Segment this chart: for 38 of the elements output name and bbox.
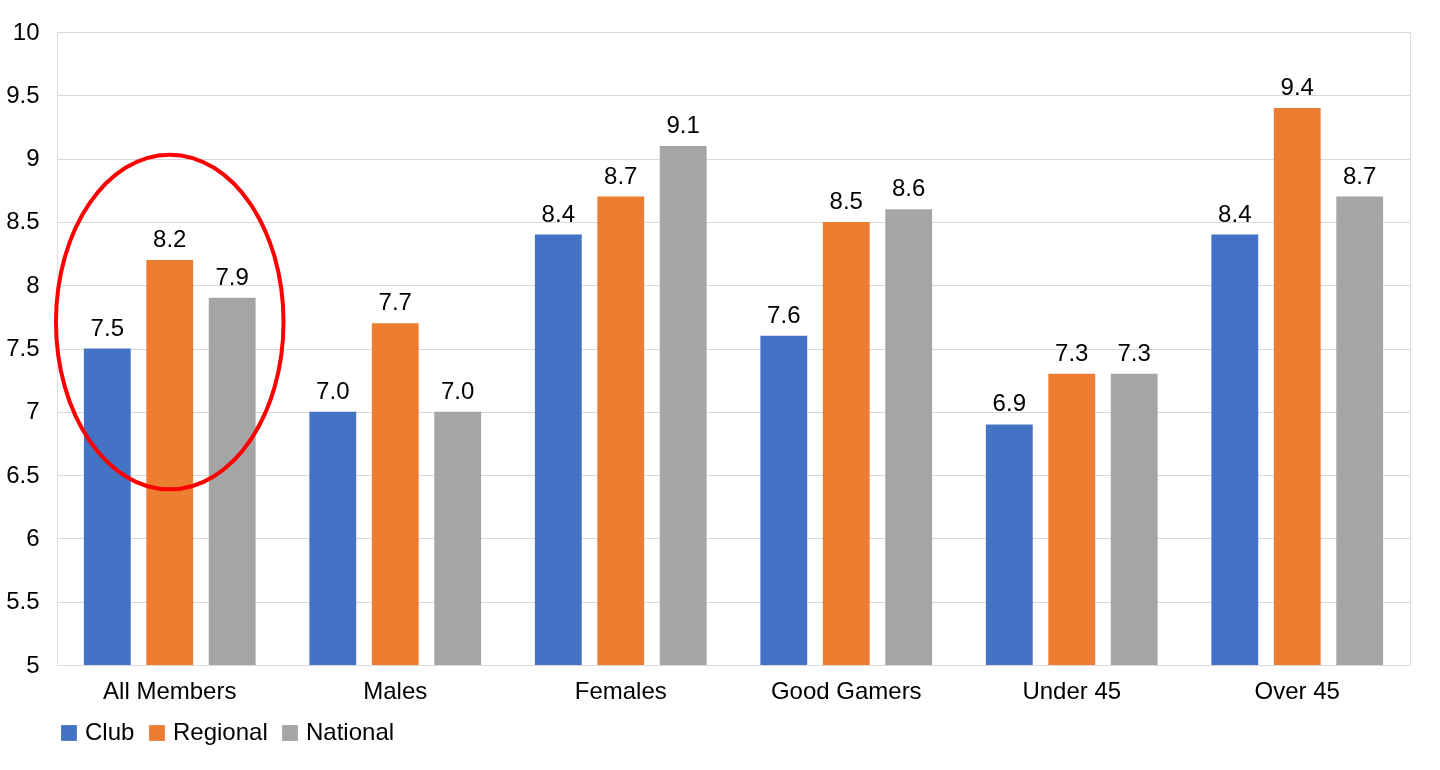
data-label: 7.3 [1117,338,1151,366]
data-label: 7.9 [215,262,249,290]
data-label: 7.3 [1055,338,1089,366]
x-tick-label: Over 45 [1254,676,1340,704]
data-label: 8.4 [541,199,575,227]
data-label: 7.7 [378,288,412,316]
data-label: 8.2 [153,224,187,252]
data-label: 7.5 [90,313,124,341]
y-tick-label: 5 [26,650,40,678]
y-tick-label: 9 [26,144,40,172]
y-tick-label: 6.5 [6,460,40,488]
data-label: 8.4 [1218,199,1252,227]
data-label: 6.9 [992,389,1026,417]
x-tick-label: All Members [103,676,237,704]
y-tick-label: 8 [26,270,40,298]
data-label: 8.5 [829,186,863,214]
legend-label: Club [85,718,135,745]
y-tick-label: 9.5 [6,80,40,108]
y-tick-label: 7.5 [6,334,40,361]
y-tick-label: 8.5 [6,207,40,235]
x-tick-label: Under 45 [1022,676,1122,704]
legend-label: National [306,718,395,745]
data-label: 7.6 [767,300,801,328]
y-tick-label: 5.5 [6,587,40,615]
x-tick-label: Males [363,676,428,704]
x-tick-label: Good Gamers [770,676,922,704]
data-label: 8.7 [604,161,638,189]
legend-label: Regional [173,718,268,745]
x-tick-label: Females [574,676,667,704]
data-label: 8.7 [1343,161,1377,189]
data-label: 8.6 [892,174,926,202]
y-tick-label: 6 [26,523,40,551]
data-label: 9.1 [666,110,700,138]
y-tick-label: 10 [12,17,40,45]
data-label: 7.0 [441,376,475,404]
y-tick-label: 7 [26,397,40,425]
data-label: 9.4 [1280,72,1314,100]
data-label: 7.0 [316,376,350,404]
